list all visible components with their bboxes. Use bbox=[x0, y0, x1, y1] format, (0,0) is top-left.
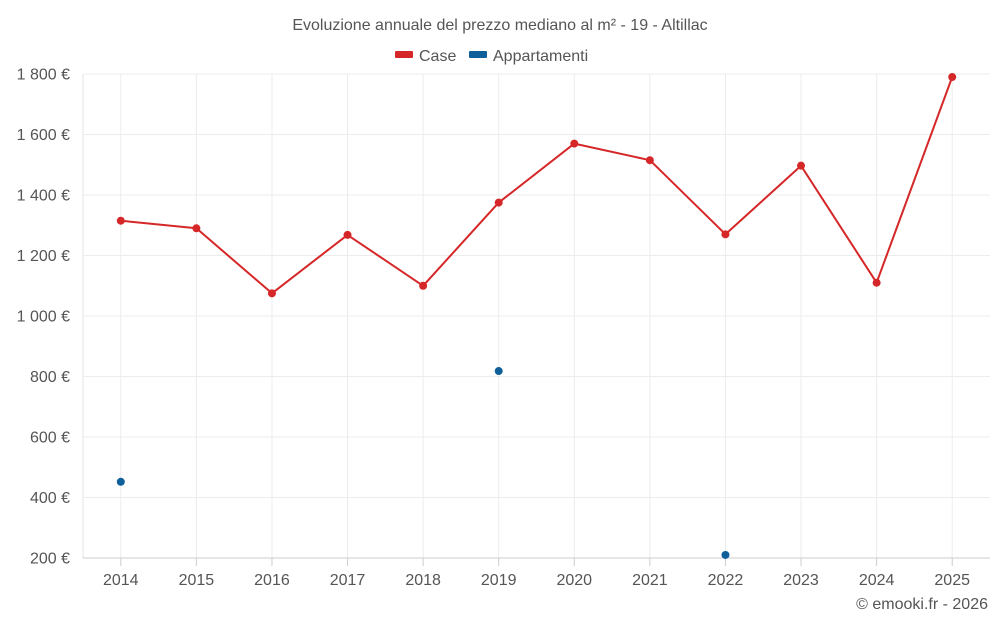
data-point-case-2015[interactable] bbox=[192, 224, 201, 233]
y-tick-label: 1 000 € bbox=[17, 309, 70, 326]
axes: 200 € 400 € 600 € 800 € 1 000 € 1 200 € 1 400 … bbox=[17, 67, 990, 589]
y-tick-label: 800 € bbox=[30, 369, 70, 386]
legend-label-case: Case bbox=[419, 48, 456, 65]
series bbox=[116, 73, 957, 559]
x-tick-label: 2018 bbox=[405, 572, 441, 589]
x-tick-label: 2020 bbox=[556, 572, 592, 589]
data-point-case-2022[interactable] bbox=[721, 230, 730, 239]
data-point-case-2020[interactable] bbox=[570, 139, 579, 148]
data-point-case-2017[interactable] bbox=[343, 230, 352, 239]
x-tick-label: 2015 bbox=[179, 572, 215, 589]
credit-text: © emooki.fr - 2026 bbox=[856, 596, 988, 613]
x-tick-label: 2022 bbox=[708, 572, 744, 589]
series-line-case bbox=[120, 76, 954, 295]
data-point-case-2016[interactable] bbox=[267, 289, 276, 298]
x-tick-label: 2021 bbox=[632, 572, 668, 589]
data-point-appartamenti-2019[interactable] bbox=[494, 367, 503, 376]
y-tick-label: 600 € bbox=[30, 430, 70, 447]
x-tick-label: 2025 bbox=[934, 572, 970, 589]
x-tick-label: 2017 bbox=[330, 572, 366, 589]
legend[interactable]: Case Appartamenti bbox=[395, 48, 588, 65]
data-point-appartamenti-2022[interactable] bbox=[721, 550, 730, 559]
data-point-case-2018[interactable] bbox=[419, 281, 428, 290]
y-tick-label: 1 800 € bbox=[17, 67, 70, 84]
legend-item-case[interactable]: Case bbox=[395, 48, 456, 65]
x-tick-label: 2014 bbox=[103, 572, 139, 589]
y-tick-label: 1 600 € bbox=[17, 127, 70, 144]
data-point-case-2023[interactable] bbox=[797, 161, 806, 170]
data-point-appartamenti-2014[interactable] bbox=[116, 477, 125, 486]
y-tick-label: 200 € bbox=[30, 551, 70, 568]
legend-item-appartamenti[interactable]: Appartamenti bbox=[469, 48, 588, 65]
chart-title: Evoluzione annuale del prezzo mediano al… bbox=[292, 17, 707, 34]
legend-swatch-case bbox=[395, 51, 413, 58]
legend-label-appartamenti: Appartamenti bbox=[493, 48, 588, 65]
data-point-case-2021[interactable] bbox=[645, 156, 654, 165]
data-point-case-2024[interactable] bbox=[872, 278, 881, 287]
x-tick-label: 2024 bbox=[859, 572, 895, 589]
y-tick-label: 1 200 € bbox=[17, 248, 70, 265]
data-point-case-2025[interactable] bbox=[948, 73, 957, 82]
data-point-case-2019[interactable] bbox=[494, 198, 503, 207]
legend-swatch-appartamenti bbox=[469, 51, 487, 58]
y-tick-label: 400 € bbox=[30, 490, 70, 507]
data-point-case-2014[interactable] bbox=[116, 216, 125, 225]
x-tick-label: 2016 bbox=[254, 572, 290, 589]
y-tick-label: 1 400 € bbox=[17, 188, 70, 205]
x-tick-label: 2019 bbox=[481, 572, 517, 589]
grid bbox=[83, 73, 990, 558]
x-tick-label: 2023 bbox=[783, 572, 819, 589]
